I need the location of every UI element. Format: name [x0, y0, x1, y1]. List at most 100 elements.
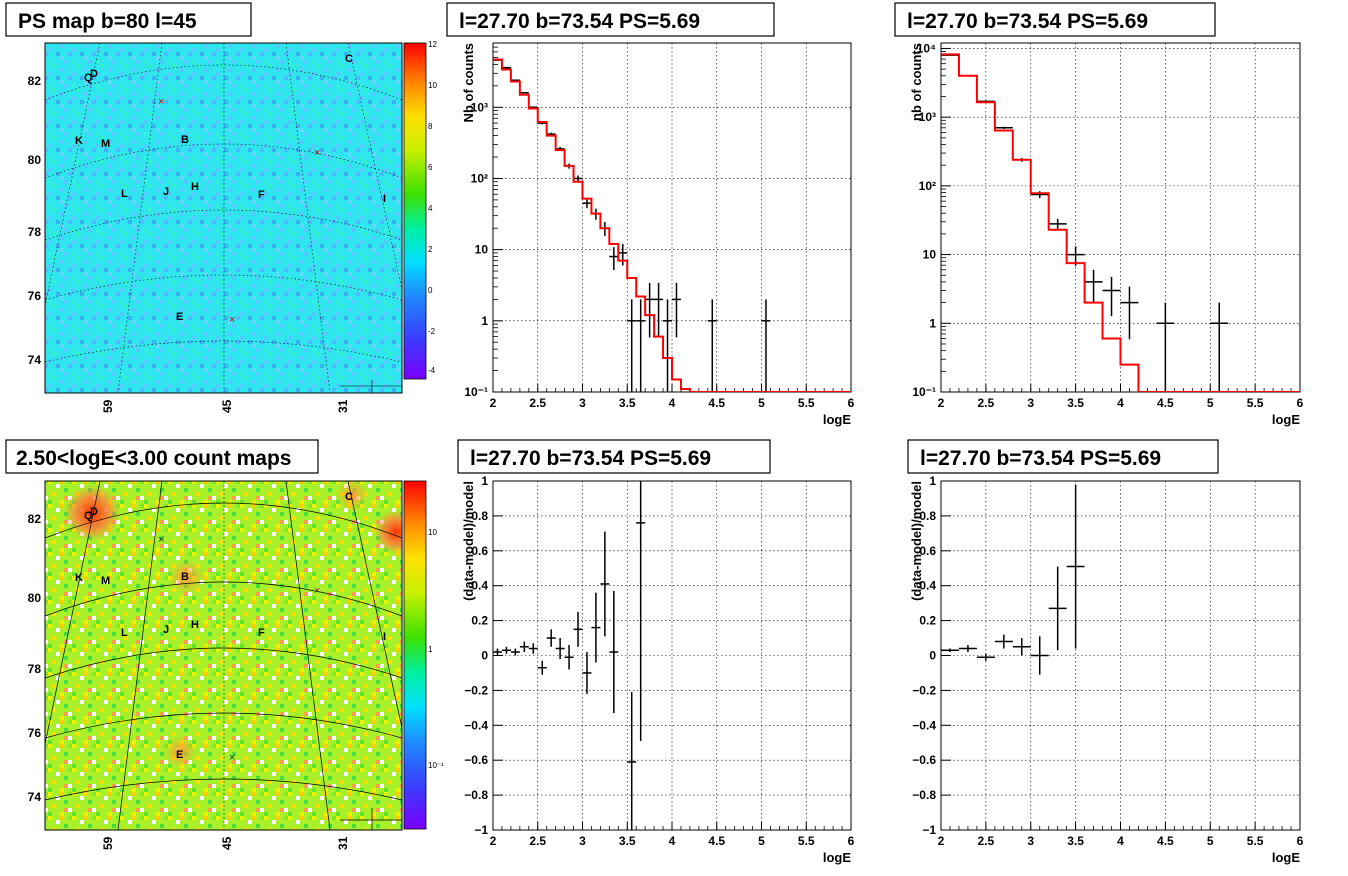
x-tick-label: 4: [669, 834, 676, 848]
y-tick-label: 0.2: [471, 614, 488, 628]
svg-text:E: E: [176, 749, 183, 761]
residual-chart-right: l=27.70 b=73.54 PS=5.69 2 2.5 3 3.5 4 4.5 5 5.5 6…: [907, 439, 1304, 865]
count-map-colorbar: [403, 480, 427, 830]
y-tick-label: −0.8: [464, 788, 488, 802]
count-map-panel: 2.50<logE<3.00 count maps C D: [5, 439, 444, 850]
y-axis-label: nb of counts: [909, 43, 924, 121]
y-tick-label: 10²: [919, 179, 936, 193]
map-ytick: 80: [28, 591, 42, 605]
y-tick-label: 0.8: [919, 509, 936, 523]
y-tick-label: 10: [923, 248, 937, 262]
y-tick-label: 0.2: [919, 614, 936, 628]
svg-text:C: C: [345, 491, 353, 503]
plot-title: l=27.70 b=73.54 PS=5.69: [459, 10, 700, 33]
map-xtick: 59: [101, 836, 115, 850]
ps-map-colorbar-labels: 12 10 8 6 4 2 0 -2 -4: [428, 40, 437, 375]
svg-text:-2: -2: [428, 327, 436, 336]
map-marker-j: J: [163, 186, 169, 198]
y-tick-label: 1: [929, 316, 936, 330]
x-tick-label: 5.5: [1247, 396, 1264, 410]
plot-data-layer: [493, 481, 646, 830]
svg-text:0: 0: [428, 286, 433, 295]
ps-map-title: PS map b=80 l=45: [18, 10, 197, 33]
count-map-hotspots: [64, 481, 402, 768]
map-ytick: 82: [28, 74, 42, 88]
x-tick-label: 3: [1027, 396, 1034, 410]
map-marker-h: H: [191, 181, 199, 193]
x-tick-label: 6: [848, 396, 855, 410]
x-tick-label: 2: [938, 396, 945, 410]
y-tick-label: 0.4: [471, 579, 488, 593]
ps-map-grid: [45, 43, 402, 393]
y-tick-label: 0.4: [919, 579, 936, 593]
svg-text:Q: Q: [84, 510, 93, 522]
x-tick-label: 4: [669, 396, 676, 410]
map-xtick: 31: [336, 836, 350, 850]
x-tick-label: 5: [1207, 834, 1214, 848]
x-tick-label: 5.5: [1247, 834, 1264, 848]
ps-map-colorbar: [403, 42, 427, 380]
x-axis-label: logE: [823, 412, 851, 427]
map-marker-m: M: [101, 138, 110, 150]
svg-text:M: M: [101, 575, 110, 587]
map-xtick: 59: [101, 399, 115, 413]
svg-text:F: F: [258, 627, 265, 639]
x-tick-label: 4.5: [1157, 834, 1174, 848]
map-marker-i: I: [383, 193, 386, 205]
model-histogram-line: [493, 58, 851, 392]
x-tick-label: 6: [1297, 396, 1304, 410]
y-tick-label: −0.8: [912, 788, 936, 802]
y-tick-label: 10³: [471, 100, 488, 114]
plot-title: l=27.70 b=73.54 PS=5.69: [907, 10, 1148, 33]
y-tick-label: 1: [929, 474, 936, 488]
count-map-colorbar-labels: 10 1 10⁻¹: [428, 528, 444, 770]
y-tick-label: 10³: [919, 110, 936, 124]
x-tick-label: 2: [490, 834, 497, 848]
x-axis-label: logE: [1272, 412, 1300, 427]
plot-frame: [492, 42, 852, 393]
svg-text:1: 1: [428, 645, 433, 654]
x-tick-label: 3.5: [1067, 834, 1084, 848]
map-ytick: 78: [28, 662, 42, 676]
y-tick-label: −0.2: [464, 683, 488, 697]
plot-title-box: [457, 439, 771, 474]
x-tick-label: 2: [490, 396, 497, 410]
svg-text:I: I: [383, 631, 386, 643]
source-cross: ×: [229, 752, 235, 764]
svg-text:10: 10: [428, 81, 437, 90]
plot-data-layer: [941, 484, 1085, 675]
x-tick-label: 4.5: [708, 834, 725, 848]
plot-title: l=27.70 b=73.54 PS=5.69: [470, 447, 711, 470]
map-ytick: 80: [28, 153, 42, 167]
x-tick-label: 3.5: [619, 396, 636, 410]
plot-frame: [940, 42, 1301, 393]
svg-text:4: 4: [428, 204, 433, 213]
map-ytick: 82: [28, 512, 42, 526]
model-histogram-line: [941, 53, 1300, 392]
x-tick-label: 2.5: [529, 834, 546, 848]
map-ytick: 74: [28, 353, 42, 367]
map-marker-b: B: [181, 134, 189, 146]
x-tick-label: 3.5: [1067, 396, 1084, 410]
map-ytick: 78: [28, 225, 42, 239]
y-tick-label: −0.6: [464, 753, 488, 767]
x-tick-label: 3: [1027, 834, 1034, 848]
source-cross: ×: [158, 534, 164, 546]
count-map-markers: C D Q K M B L J H F I E × × ×: [75, 491, 386, 764]
svg-text:10⁻¹: 10⁻¹: [428, 761, 444, 770]
y-tick-label: −1: [474, 823, 488, 837]
x-tick-label: 3: [579, 834, 586, 848]
source-cross: ×: [314, 585, 320, 597]
plot-data-layer: [493, 58, 851, 392]
x-tick-label: 5: [1207, 396, 1214, 410]
svg-text:8: 8: [428, 122, 433, 131]
y-tick-label: 10⁴: [917, 41, 936, 55]
x-tick-label: 4: [1117, 396, 1124, 410]
map-marker-f: F: [258, 189, 265, 201]
x-axis-label: logE: [1272, 850, 1300, 865]
plot-title-box: [907, 439, 1219, 474]
svg-text:6: 6: [428, 163, 433, 172]
source-cross: ×: [229, 314, 235, 326]
y-tick-label: 0.6: [471, 544, 488, 558]
